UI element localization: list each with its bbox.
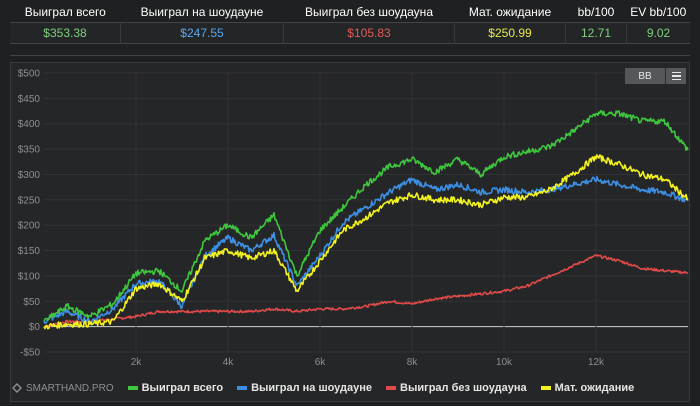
y-tick-label: $0 bbox=[29, 322, 41, 333]
legend-item-total[interactable]: Выиграл всего bbox=[127, 382, 224, 394]
stat-value-showdown: $247.55 bbox=[120, 22, 284, 44]
legend-label: Выиграл всего bbox=[141, 382, 224, 394]
smarthand-logo-icon bbox=[12, 383, 22, 393]
legend-item-ev[interactable]: Мат. ожидание bbox=[540, 382, 635, 394]
chart-legend: SMARTHAND.PRO Выиграл всего Выиграл на ш… bbox=[12, 380, 648, 396]
stat-value-ev-bb100: 9.02 bbox=[626, 22, 690, 44]
legend-label: Выиграл без шоудауна bbox=[400, 382, 527, 394]
stat-header-showdown: Выиграл на шоудауне bbox=[140, 5, 264, 19]
x-tick-label: 8k bbox=[407, 357, 419, 368]
legend-swatch bbox=[237, 386, 248, 390]
y-tick-label: $450 bbox=[18, 94, 41, 105]
stat-header-ev: Мат. ожидание bbox=[468, 5, 552, 19]
stats-header-row: Выиграл всего Выиграл на шоудауне Выигра… bbox=[10, 2, 690, 23]
legend-swatch bbox=[127, 386, 138, 390]
y-tick-label: $500 bbox=[18, 69, 41, 80]
logo-text: SMARTHAND.PRO bbox=[26, 382, 114, 394]
stat-header-ev-bb100: EV bb/100 bbox=[630, 5, 687, 19]
x-tick-label: 6k bbox=[315, 357, 327, 368]
legend-item-showdown[interactable]: Выиграл на шоудауне bbox=[237, 382, 372, 394]
stat-value-bb100: 12.71 bbox=[565, 22, 627, 44]
stat-header-bb100: bb/100 bbox=[577, 5, 615, 19]
legend-label: Мат. ожидание bbox=[554, 382, 635, 394]
legend-swatch bbox=[386, 386, 397, 390]
hamburger-menu-icon[interactable] bbox=[666, 68, 686, 84]
y-tick-label: $100 bbox=[18, 271, 41, 282]
legend-swatch bbox=[540, 386, 551, 390]
stats-value-row: $353.38 $247.55 $105.83 $250.99 12.71 9.… bbox=[10, 22, 690, 44]
series-line-0 bbox=[43, 109, 689, 322]
stats-table: Выиграл всего Выиграл на шоудауне Выигра… bbox=[10, 2, 690, 44]
divider bbox=[10, 55, 690, 56]
bb-toggle-button[interactable]: BB bbox=[625, 68, 666, 84]
series-line-3 bbox=[43, 154, 689, 330]
chart-panel bbox=[10, 62, 690, 402]
y-tick-label: $400 bbox=[18, 119, 41, 130]
x-tick-label: 2k bbox=[131, 357, 143, 368]
legend-label: Выиграл на шоудауне bbox=[251, 382, 373, 394]
stat-value-total: $353.38 bbox=[10, 22, 121, 44]
legend-item-non-showdown[interactable]: Выиграл без шоудауна bbox=[386, 382, 527, 394]
series-line-2 bbox=[43, 254, 689, 328]
y-tick-label: $350 bbox=[18, 145, 41, 156]
stat-value-ev: $250.99 bbox=[454, 22, 566, 44]
y-tick-label: $50 bbox=[23, 297, 40, 308]
stat-value-non-showdown: $105.83 bbox=[283, 22, 455, 44]
stat-header-total: Выиграл всего bbox=[24, 5, 106, 19]
y-tick-label: $300 bbox=[18, 170, 41, 181]
x-tick-label: 4k bbox=[223, 357, 235, 368]
chart-toolbar: BB bbox=[625, 68, 686, 84]
x-tick-label: 12k bbox=[588, 357, 605, 368]
smarthand-logo: SMARTHAND.PRO bbox=[12, 383, 114, 394]
y-tick-label: $200 bbox=[18, 221, 41, 232]
y-tick-label: $150 bbox=[18, 246, 41, 257]
y-tick-label: -$50 bbox=[20, 348, 40, 359]
x-tick-label: 10k bbox=[496, 357, 513, 368]
stat-header-non-showdown: Выиграл без шоудауна bbox=[305, 5, 433, 19]
y-tick-label: $250 bbox=[18, 195, 41, 206]
